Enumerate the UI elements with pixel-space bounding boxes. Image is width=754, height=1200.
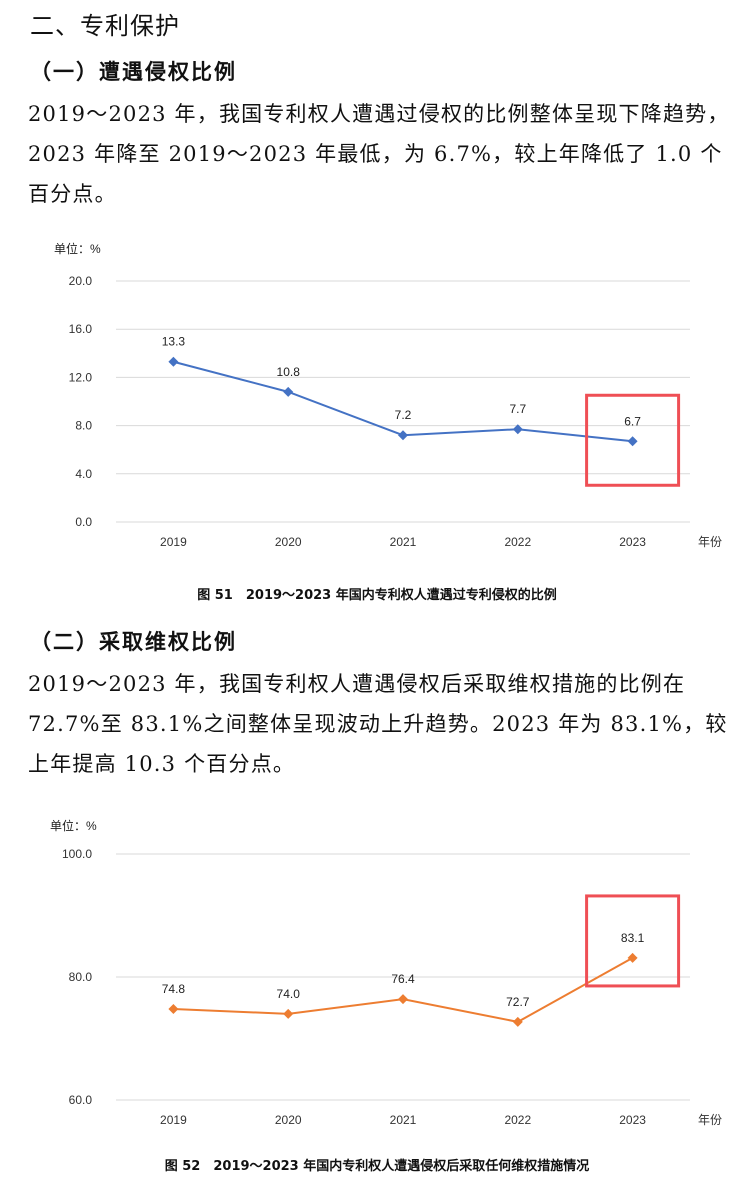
series-line (173, 360, 633, 443)
series-line (173, 957, 634, 1023)
data-point (398, 994, 408, 1005)
figure-51-caption: 图 51 2019～2023 年国内专利权人遭遇过专利侵权的比例 (197, 588, 557, 603)
data-point (398, 430, 408, 441)
highlight-box (585, 393, 681, 487)
chart-infringement-svg: 单位：% 0.0 4.0 8.0 12.0 16.0 20.0 2019 2020 2021 202… (54, 241, 722, 549)
unit-label: 单位：% (50, 818, 97, 833)
subsection-title-enforcement: （二）采取维权比例 (30, 629, 237, 654)
data-label: 74.0 (277, 987, 301, 1001)
data-point (627, 952, 638, 963)
data-label: 83.1 (621, 931, 645, 945)
x-tick-label: 2023 (619, 1113, 646, 1127)
chart-enforcement-svg: 单位：% 60.0 80.0 100.0 2019 2020 2021 2022 2023 年份 7… (50, 818, 722, 1127)
figure-52-caption: 图 52 2019～2023 年国内专利权人遭遇侵权后采取任何维权措施情况 (164, 1159, 590, 1174)
y-tick-label: 8.0 (75, 419, 92, 433)
chart-enforcement-ratio: 单位：% 60.0 80.0 100.0 2019 2020 2021 2022 2023 年份 7… (0, 806, 754, 1140)
x-tick-label: 2020 (275, 1113, 302, 1127)
x-tick-label: 2021 (390, 1113, 417, 1127)
y-tick-label: 4.0 (75, 467, 92, 481)
y-tick-label: 12.0 (69, 370, 93, 384)
y-tick-label: 100.0 (62, 847, 92, 861)
paragraph-enforcement: 2019～2023 年，我国专利权人遭遇侵权后采取维权措施的比例在 72.7%至… (28, 672, 728, 776)
data-point (627, 436, 638, 447)
data-point (168, 1003, 179, 1014)
data-label: 7.2 (395, 408, 412, 422)
subsection-title-infringement: （一）遭遇侵权比例 (30, 59, 237, 84)
data-point (168, 356, 179, 367)
section-title: 二、专利保护 (30, 12, 180, 40)
x-axis-label: 年份 (698, 1113, 722, 1127)
data-point (283, 386, 294, 397)
x-tick-label: 2023 (619, 535, 646, 549)
highlight-box (585, 894, 681, 988)
data-label: 6.7 (624, 414, 641, 428)
data-label: 72.7 (506, 995, 530, 1009)
y-tick-label: 0.0 (75, 515, 92, 529)
data-label: 10.8 (277, 365, 301, 379)
data-point (512, 424, 523, 435)
y-tick-label: 80.0 (69, 970, 93, 984)
chart-infringement-ratio: 单位：% 0.0 4.0 8.0 12.0 16.0 20.0 2019 2020 2021 202… (0, 228, 754, 562)
y-tick-label: 16.0 (69, 322, 93, 336)
y-tick-label: 20.0 (69, 274, 93, 288)
data-point (512, 1016, 523, 1027)
x-axis-label: 年份 (698, 535, 722, 549)
data-label: 76.4 (391, 972, 415, 986)
data-label: 13.3 (162, 335, 186, 349)
data-point (283, 1008, 294, 1019)
data-label: 74.8 (162, 982, 186, 996)
x-tick-label: 2019 (160, 535, 187, 549)
x-tick-label: 2022 (504, 1113, 531, 1127)
x-tick-label: 2020 (275, 535, 302, 549)
x-tick-label: 2021 (390, 535, 417, 549)
x-tick-label: 2022 (504, 535, 531, 549)
y-tick-label: 60.0 (69, 1093, 93, 1107)
paragraph-infringement: 2019～2023 年，我国专利权人遭遇过侵权的比例整体呈现下降趋势，2023 … (28, 102, 730, 206)
unit-label: 单位：% (54, 241, 101, 256)
data-label: 7.7 (509, 402, 526, 416)
x-tick-label: 2019 (160, 1113, 187, 1127)
